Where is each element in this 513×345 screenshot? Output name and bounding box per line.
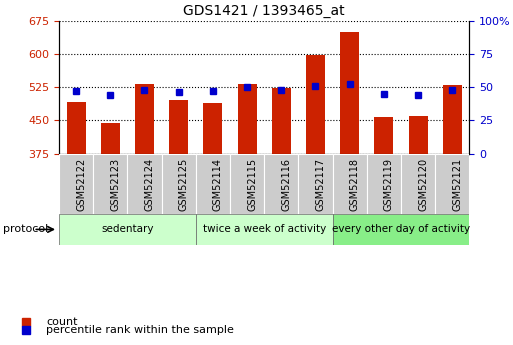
Bar (162, 154, 196, 214)
Text: GSM52124: GSM52124 (145, 158, 154, 211)
Bar (67, 102, 86, 319)
Text: GSM52117: GSM52117 (315, 158, 325, 211)
Text: GSM52121: GSM52121 (452, 158, 462, 211)
Bar (374, 117, 393, 319)
Bar (401, 154, 435, 214)
Bar (196, 154, 230, 214)
Bar (204, 102, 222, 319)
Text: sedentary: sedentary (101, 225, 154, 234)
Text: percentile rank within the sample: percentile rank within the sample (46, 325, 234, 335)
Bar (101, 124, 120, 319)
Text: GSM52116: GSM52116 (281, 158, 291, 211)
Text: GSM52125: GSM52125 (179, 158, 189, 211)
Text: count: count (46, 317, 77, 327)
Bar (93, 154, 127, 214)
Text: protocol: protocol (3, 225, 48, 234)
Bar (127, 154, 162, 214)
Bar (332, 214, 469, 245)
Bar (59, 214, 196, 245)
Bar (332, 154, 367, 214)
Text: GSM52120: GSM52120 (418, 158, 428, 211)
Text: GSM52115: GSM52115 (247, 158, 257, 211)
Bar (409, 116, 427, 319)
Text: GSM52118: GSM52118 (350, 158, 360, 211)
Text: every other day of activity: every other day of activity (332, 225, 470, 234)
Bar (264, 154, 299, 214)
Bar (299, 154, 332, 214)
Text: GSM52122: GSM52122 (76, 158, 86, 211)
Bar (443, 85, 462, 319)
Text: GSM52119: GSM52119 (384, 158, 394, 211)
Bar (196, 214, 332, 245)
Bar (59, 154, 93, 214)
Bar (435, 154, 469, 214)
Bar (230, 154, 264, 214)
Title: GDS1421 / 1393465_at: GDS1421 / 1393465_at (183, 4, 345, 18)
Text: GSM52114: GSM52114 (213, 158, 223, 211)
Bar (238, 83, 256, 319)
Text: GSM52123: GSM52123 (110, 158, 120, 211)
Text: twice a week of activity: twice a week of activity (203, 225, 326, 234)
Bar (340, 32, 359, 319)
Bar (367, 154, 401, 214)
Bar (169, 99, 188, 319)
Bar (135, 84, 154, 319)
Bar (306, 55, 325, 319)
Bar (272, 88, 291, 319)
